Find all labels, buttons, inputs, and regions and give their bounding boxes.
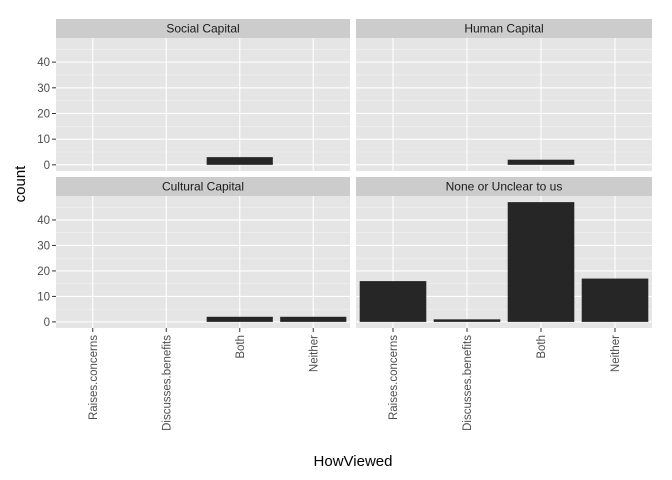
facet-title: Social Capital [166,22,239,36]
bar [280,316,347,322]
x-tick-label: Discusses.benefits [462,335,474,431]
bar [206,157,273,165]
x-tick-label: Raises.concerns [388,335,400,420]
y-axes: 0 10 20 30 40 0 10 20 30 40 [37,57,56,329]
facet-title: Cultural Capital [162,180,244,194]
panel-background [56,196,350,328]
y-tick-label: 30 [37,240,50,252]
bar [206,316,273,322]
y-tick-label: 10 [37,134,50,146]
y-tick-label: 40 [37,215,50,227]
facet-title: None or Unclear to us [446,180,563,194]
facet-strip [56,19,350,38]
y-tick-label: 0 [44,160,50,172]
panel-background [56,38,350,171]
bar [433,319,501,322]
facet-panel: Human Capital [356,19,652,171]
facet-strip [356,177,652,196]
y-tick-label: 20 [37,108,50,120]
bar [359,281,427,322]
x-tick-label: Raises.concerns [88,335,100,420]
facet-strip [56,177,350,196]
y-tick-label: 10 [37,291,50,303]
bar [581,278,649,322]
bar [507,159,575,165]
bar [507,202,575,322]
facet-panel: Cultural Capital [56,177,350,328]
y-axis-title: count [12,165,29,203]
facet-title: Human Capital [464,22,543,36]
y-tick-label: 20 [37,266,50,278]
x-tick-label: Both [536,335,548,359]
x-tick-label: Neither [610,335,622,372]
facet-panel: Social Capital [56,19,350,171]
facet-strip [356,19,652,38]
x-tick-label: Both [235,335,247,359]
x-tick-label: Neither [308,335,320,372]
x-axes: Raises.concerns Discusses.benefits Both Nei… [88,328,622,431]
facet-panels: Social Capital Human Capital Cultural Capi… [56,19,652,328]
y-tick-label: 0 [44,317,50,329]
x-tick-label: Discusses.benefits [161,335,173,431]
facet-panel: None or Unclear to us [356,177,652,328]
y-tick-label: 30 [37,83,50,95]
panel-background [356,38,652,171]
x-axis-title: HowViewed [314,453,393,470]
y-tick-label: 40 [37,57,50,69]
